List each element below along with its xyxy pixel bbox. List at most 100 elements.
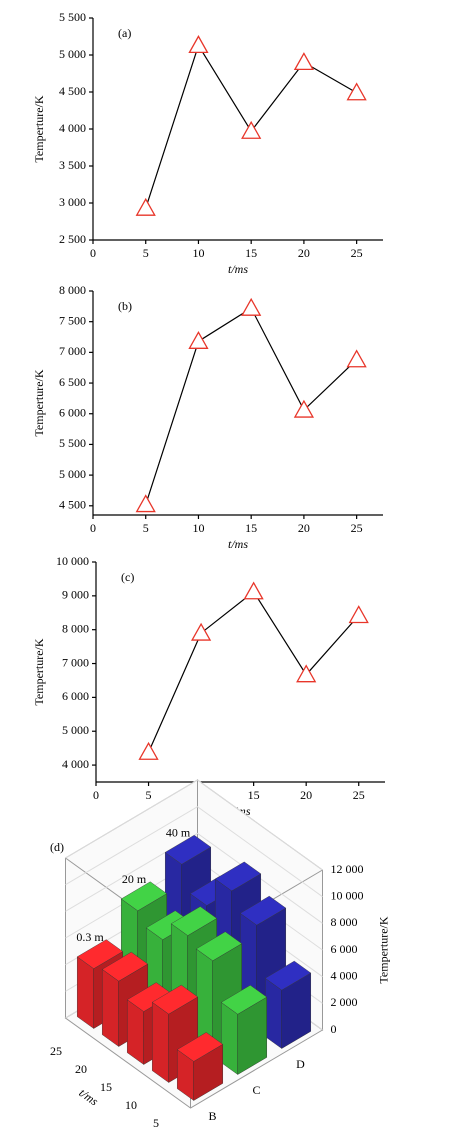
x-tick-label: 5 — [143, 521, 149, 535]
t-axis-label: t/ms — [77, 1086, 102, 1109]
data-line — [145, 307, 358, 505]
y-tick-label: 3 000 — [59, 195, 86, 209]
marker — [293, 52, 315, 71]
panel-label: (d) — [50, 840, 64, 854]
y-tick-label: 2 500 — [59, 232, 86, 246]
bar-top — [195, 931, 243, 962]
x-tick-label: 0 — [90, 246, 96, 260]
bar-top — [120, 881, 168, 912]
bar-top — [220, 984, 268, 1015]
y-tick-label: 7 000 — [59, 344, 86, 358]
bar — [264, 960, 312, 1049]
x-tick-label: 20 — [298, 521, 310, 535]
marker — [243, 581, 264, 600]
y-tick-label: 5 000 — [62, 723, 89, 737]
bar-top — [76, 939, 124, 969]
bar-top — [164, 834, 212, 865]
x-tick-label: 15 — [248, 788, 260, 802]
y-tick-label: 9 000 — [62, 588, 89, 602]
z-tick-label: 2 000 — [331, 995, 358, 1009]
group-label: B — [208, 1109, 216, 1123]
marker — [346, 82, 367, 101]
grid-line — [65, 779, 323, 871]
bar — [220, 984, 268, 1075]
bar-side — [152, 1001, 169, 1083]
panel-label: (b) — [118, 299, 132, 313]
panel-label: (c) — [121, 570, 134, 584]
z-tick-label: 4 000 — [331, 968, 358, 982]
series-label: 20 m — [122, 872, 147, 886]
t-tick-label: 25 — [50, 1044, 62, 1058]
y-tick-label: 3 500 — [59, 158, 86, 172]
x-tick-label: 25 — [351, 521, 363, 535]
y-tick-label: 4 500 — [59, 84, 86, 98]
series-label: 40 m — [166, 825, 191, 839]
x-tick-label: 15 — [245, 521, 257, 535]
bar-side — [265, 977, 282, 1049]
marker — [348, 605, 369, 624]
marker — [135, 197, 156, 216]
x-tick-label: 25 — [353, 788, 365, 802]
y-tick-label: 5 500 — [59, 436, 86, 450]
t-tick-label: 20 — [75, 1062, 87, 1076]
z-tick-label: 10 000 — [331, 888, 364, 902]
marker — [346, 349, 367, 368]
x-tick-label: 20 — [298, 246, 310, 260]
marker — [188, 330, 209, 349]
z-tick-label: 12 000 — [331, 862, 364, 876]
t-tick-label: 5 — [153, 1116, 159, 1130]
bar-top — [214, 861, 262, 892]
z-tick-label: 8 000 — [331, 915, 358, 929]
y-tick-label: 8 000 — [59, 283, 86, 297]
group-label: C — [252, 1083, 260, 1097]
y-tick-label: 10 000 — [56, 554, 89, 568]
panel-label: (a) — [118, 26, 131, 40]
x-axis-label: t/ms — [228, 537, 248, 551]
series-label: 0.3 m — [76, 930, 104, 944]
bar-top — [101, 951, 149, 982]
x-tick-label: 20 — [300, 788, 312, 802]
y-tick-label: 6 000 — [62, 689, 89, 703]
y-tick-label: 6 000 — [59, 405, 86, 419]
marker — [293, 399, 315, 418]
t-tick-label: 10 — [125, 1098, 137, 1112]
y-tick-label: 5 000 — [59, 467, 86, 481]
marker — [138, 741, 159, 760]
t-tick-label: 15 — [100, 1080, 112, 1094]
x-tick-label: 15 — [245, 246, 257, 260]
bar-side — [102, 968, 119, 1047]
bar-top — [239, 895, 287, 926]
x-tick-label: 0 — [90, 521, 96, 535]
bar-side — [77, 956, 94, 1029]
marker — [241, 120, 262, 139]
z-axis-label: Temperture/K — [376, 916, 390, 983]
x-axis-label: t/ms — [228, 262, 248, 276]
x-tick-label: 25 — [351, 246, 363, 260]
grid-line — [65, 832, 323, 924]
marker — [190, 622, 212, 641]
bar-top — [151, 984, 199, 1015]
y-tick-label: 4 000 — [62, 757, 89, 771]
y-tick-label: 7 500 — [59, 313, 86, 327]
x-tick-label: 0 — [93, 788, 99, 802]
group-label: D — [296, 1057, 305, 1071]
bar — [176, 1032, 224, 1101]
marker — [188, 35, 209, 54]
marker — [241, 297, 262, 316]
marker — [135, 494, 156, 513]
z-tick-label: 6 000 — [331, 942, 358, 956]
bar-side — [221, 1001, 238, 1075]
data-line — [147, 590, 360, 753]
y-tick-label: 5 000 — [59, 47, 86, 61]
y-tick-label: 7 000 — [62, 655, 89, 669]
y-tick-label: 5 500 — [59, 10, 86, 24]
y-axis-label: Temperture/K — [32, 369, 46, 436]
x-tick-label: 10 — [192, 246, 204, 260]
y-axis-label: Temperture/K — [32, 95, 46, 162]
z-tick-label: 0 — [331, 1022, 337, 1036]
y-tick-label: 4 000 — [59, 121, 86, 135]
y-tick-label: 4 500 — [59, 498, 86, 512]
x-tick-label: 10 — [192, 521, 204, 535]
bar-top — [264, 960, 312, 991]
